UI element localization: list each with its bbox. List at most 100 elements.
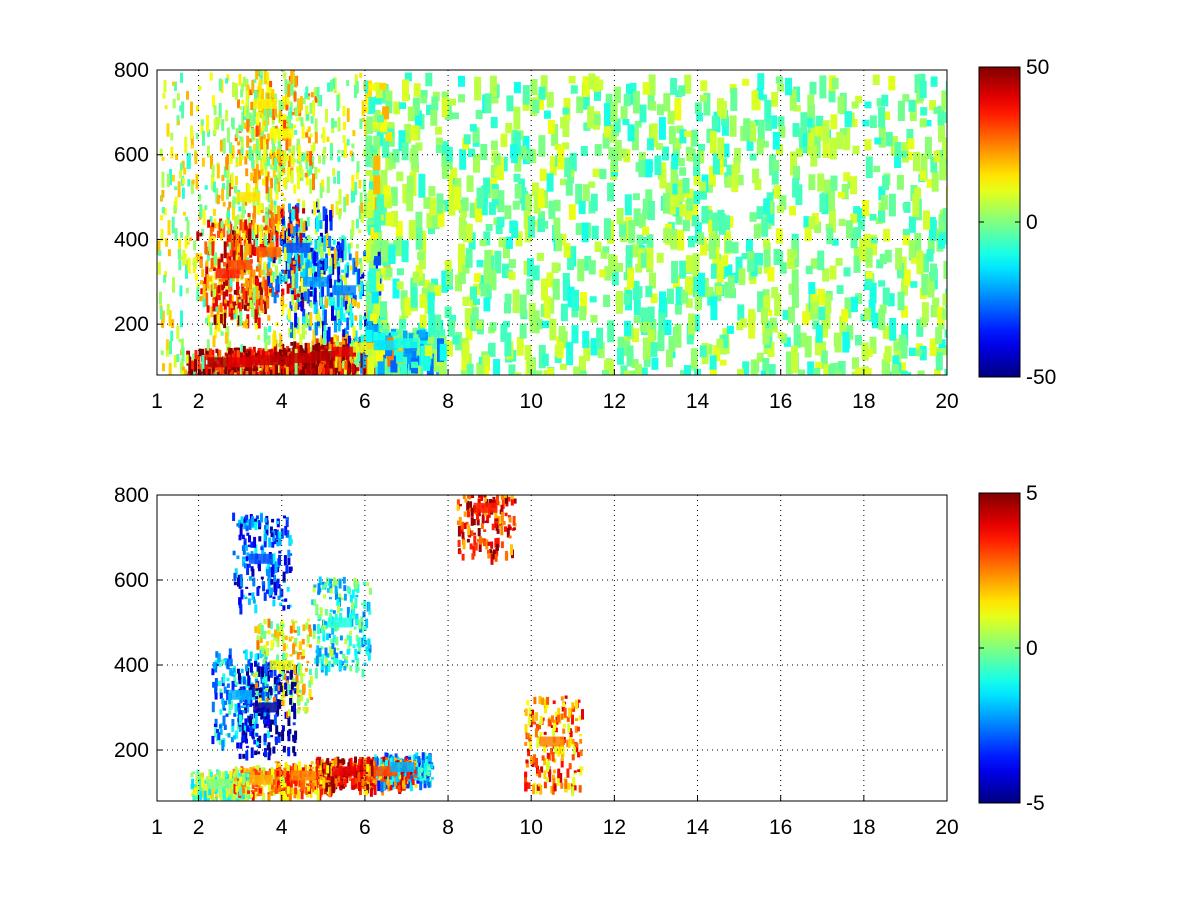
heatmap-cell	[785, 77, 792, 96]
heatmap-cell	[295, 272, 299, 289]
heatmap-cell	[265, 139, 269, 150]
heatmap-cell	[241, 111, 245, 128]
heatmap-cell	[249, 293, 253, 304]
heatmap-cell	[338, 210, 342, 220]
heatmap-cell	[900, 338, 908, 359]
heatmap-cell	[181, 101, 185, 119]
heatmap-cell	[283, 178, 286, 188]
heatmap-cell	[539, 168, 547, 181]
heatmap-cell	[369, 786, 373, 797]
heatmap-cell	[749, 121, 757, 142]
heatmap-cell	[236, 350, 240, 364]
heatmap-cell	[195, 174, 199, 190]
heatmap-cell	[286, 670, 290, 674]
heatmap-cell	[297, 198, 301, 203]
heatmap-cell	[287, 266, 291, 279]
heatmap-cell	[266, 374, 269, 375]
heatmap-cell	[211, 241, 215, 256]
heatmap-cell	[783, 337, 791, 347]
heatmap-cell	[361, 272, 365, 279]
heatmap-cell	[495, 546, 499, 557]
heatmap-cell	[251, 79, 255, 93]
heatmap-cell	[700, 237, 708, 256]
heatmap-cell	[242, 288, 246, 300]
heatmap-cell	[851, 101, 859, 109]
heatmap-cell	[445, 340, 453, 357]
heatmap-cell	[371, 282, 379, 304]
heatmap-cell	[745, 239, 753, 253]
heatmap-cell	[309, 261, 313, 268]
heatmap-cell	[305, 170, 309, 186]
heatmap-cell	[798, 127, 806, 141]
heatmap-cell	[532, 182, 539, 196]
heatmap-cell	[699, 181, 707, 192]
heatmap-cell	[764, 99, 772, 121]
heatmap-cell	[380, 301, 387, 318]
heatmap-cell	[281, 288, 285, 296]
heatmap-cell	[659, 291, 666, 313]
heatmap-cell	[266, 292, 270, 303]
x-tick-label: 12	[603, 390, 626, 413]
heatmap-cell	[294, 76, 298, 88]
heatmap-cell	[284, 247, 287, 261]
heatmap-cell	[406, 188, 414, 212]
heatmap-cell	[515, 231, 523, 247]
heatmap-cell	[192, 353, 196, 362]
heatmap-cell	[291, 154, 295, 168]
heatmap-cell	[338, 355, 342, 372]
heatmap-cell	[281, 226, 285, 240]
heatmap-cell	[938, 214, 946, 232]
heatmap-cell	[843, 172, 851, 182]
heatmap-cell	[508, 271, 516, 280]
heatmap-cell	[270, 149, 274, 155]
heatmap-cell	[489, 75, 497, 97]
heatmap-cell	[242, 377, 245, 381]
heatmap-cell	[209, 322, 213, 336]
heatmap-cell	[300, 693, 304, 701]
heatmap-cell	[818, 288, 825, 306]
heatmap-cell	[254, 374, 258, 375]
heatmap-cell	[342, 329, 346, 337]
heatmap-cell	[267, 276, 271, 287]
heatmap-cell	[178, 253, 182, 271]
heatmap-cell	[361, 100, 365, 116]
heatmap-cell	[306, 288, 310, 304]
heatmap-cell	[910, 184, 918, 202]
heatmap-cell	[424, 345, 432, 357]
heatmap-cell	[306, 150, 310, 162]
heatmap-cell	[869, 336, 877, 354]
heatmap-cell	[365, 135, 373, 159]
heatmap-cell	[336, 94, 340, 111]
heatmap-cell	[351, 298, 355, 307]
heatmap-cell	[656, 104, 664, 116]
heatmap-cell	[270, 530, 274, 534]
heatmap-cell	[567, 171, 575, 184]
heatmap-cell	[363, 208, 367, 213]
heatmap-cell	[814, 221, 822, 233]
heatmap-cell	[244, 250, 248, 262]
heatmap-cell	[157, 240, 161, 256]
heatmap-cell	[355, 251, 359, 267]
heatmap-cell	[749, 212, 757, 222]
heatmap-cell	[237, 149, 241, 155]
heatmap-cell	[202, 368, 206, 375]
heatmap-cell	[842, 331, 850, 353]
heatmap-cell	[839, 315, 847, 336]
heatmap-cell	[193, 371, 196, 375]
heatmap-cell	[458, 75, 465, 87]
heatmap-cell	[278, 374, 282, 375]
heatmap-cell	[248, 112, 252, 128]
heatmap-cell	[382, 106, 390, 120]
heatmap-cell	[773, 185, 781, 199]
heatmap-cell	[767, 341, 775, 358]
heatmap-cell	[924, 120, 932, 127]
heatmap-cell	[163, 274, 167, 283]
heatmap-cell	[221, 119, 225, 131]
heatmap-cell	[315, 262, 319, 267]
heatmap-cell	[281, 218, 285, 224]
heatmap-cell	[533, 782, 537, 786]
heatmap-cell	[254, 689, 258, 697]
y-tick-label: 800	[114, 59, 149, 82]
heatmap-cell	[392, 278, 400, 299]
heatmap-cell	[246, 292, 250, 303]
